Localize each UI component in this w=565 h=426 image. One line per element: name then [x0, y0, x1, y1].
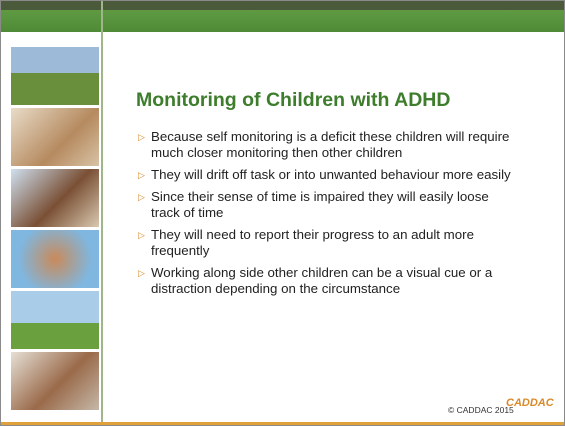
bullet: They will need to report their progress … — [138, 227, 517, 259]
bullet-list: Because self monitoring is a deficit the… — [138, 129, 517, 303]
slide-title: Monitoring of Children with ADHD — [136, 89, 451, 111]
bottom-line — [1, 422, 564, 425]
photo — [11, 169, 99, 227]
top-bar — [1, 10, 564, 32]
photo — [11, 108, 99, 166]
bullet: They will drift off task or into unwante… — [138, 167, 517, 183]
photo — [11, 291, 99, 349]
photo — [11, 47, 99, 105]
photo — [11, 230, 99, 288]
divider — [101, 1, 103, 425]
bullet: Working along side other children can be… — [138, 265, 517, 297]
photo-column — [11, 47, 99, 413]
top-band — [1, 1, 564, 10]
footer: © CADDAC 2015 — [448, 405, 514, 415]
bullet: Because self monitoring is a deficit the… — [138, 129, 517, 161]
photo — [11, 352, 99, 410]
bullet: Since their sense of time is impaired th… — [138, 189, 517, 221]
logo: CADDAC — [506, 397, 554, 409]
